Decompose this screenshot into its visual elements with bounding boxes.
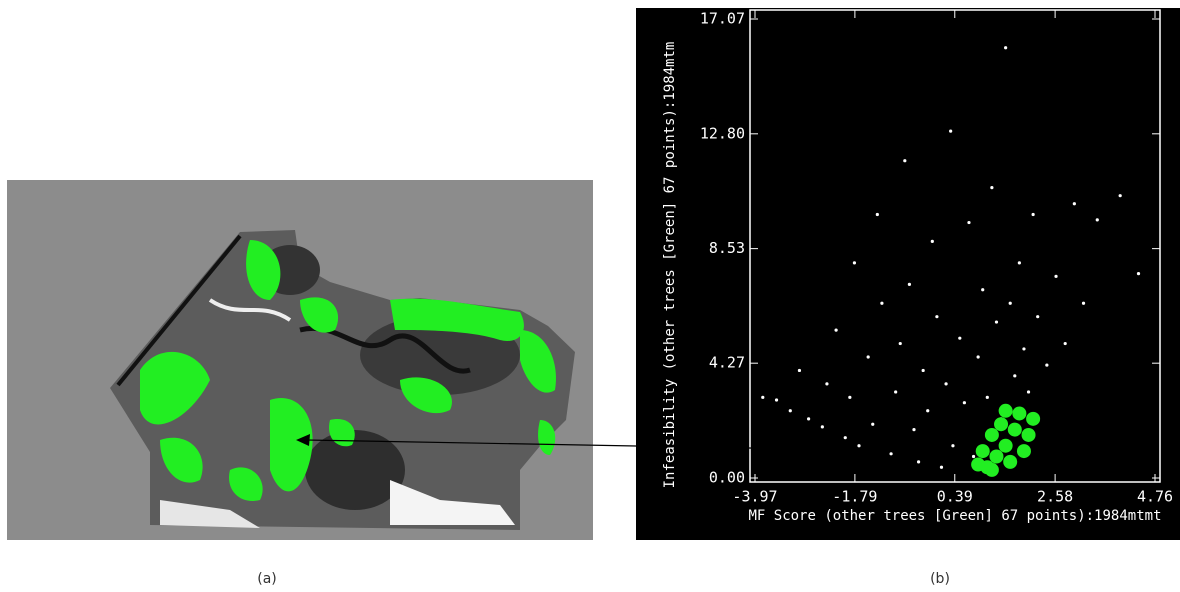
point (976, 444, 990, 458)
point (985, 463, 999, 477)
x-tick-label: -3.97 (732, 488, 777, 506)
point (844, 436, 847, 439)
point (1012, 406, 1026, 420)
caption: (a) (257, 571, 277, 587)
point (935, 315, 938, 318)
point (807, 417, 810, 420)
point (981, 288, 984, 291)
point (944, 382, 947, 385)
point (999, 404, 1013, 418)
y-tick-label: 0.00 (709, 469, 745, 487)
point (963, 401, 966, 404)
point (949, 130, 952, 133)
point (894, 390, 897, 393)
point (1082, 302, 1085, 305)
point (940, 466, 943, 469)
point (1064, 342, 1067, 345)
point (1073, 202, 1076, 205)
point (1137, 272, 1140, 275)
point (1022, 347, 1025, 350)
point (1096, 218, 1099, 221)
point (1008, 423, 1022, 437)
point (1022, 428, 1036, 442)
point (1027, 390, 1030, 393)
point (1119, 194, 1122, 197)
plot-background (636, 8, 1180, 540)
point (977, 355, 980, 358)
point (871, 423, 874, 426)
point (867, 355, 870, 358)
point (761, 396, 764, 399)
caption: (b) (930, 571, 950, 587)
point (986, 396, 989, 399)
y-tick-label: 17.07 (700, 10, 745, 28)
point (1032, 213, 1035, 216)
point (912, 428, 915, 431)
x-tick-label: -1.79 (832, 488, 877, 506)
x-tick-label: 4.76 (1137, 488, 1173, 506)
point (922, 369, 925, 372)
point (917, 460, 920, 463)
point (972, 455, 975, 458)
point (1004, 46, 1007, 49)
y-axis-label: Infeasibility (other trees [Green] 67 po… (662, 42, 678, 489)
point (999, 439, 1013, 453)
point (1036, 315, 1039, 318)
point (931, 240, 934, 243)
point (857, 444, 860, 447)
y-tick-label: 12.80 (700, 124, 745, 142)
point (825, 382, 828, 385)
point (1045, 363, 1048, 366)
point (899, 342, 902, 345)
point (876, 213, 879, 216)
figure: (a) 0.00 4.27 8.53 12.80 17.07 -3.97 -1.79 0.39… (0, 0, 1180, 592)
point (990, 186, 993, 189)
point (967, 221, 970, 224)
point (789, 409, 792, 412)
point (889, 452, 892, 455)
point (834, 329, 837, 332)
point (821, 425, 824, 428)
point (798, 369, 801, 372)
figure-canvas: (a) 0.00 4.27 8.53 12.80 17.07 -3.97 -1.79 0.39… (0, 0, 1180, 592)
point (853, 261, 856, 264)
point (880, 302, 883, 305)
point (926, 409, 929, 412)
point (958, 337, 961, 340)
point (995, 320, 998, 323)
point (1003, 455, 1017, 469)
point (951, 444, 954, 447)
point (1018, 261, 1021, 264)
y-tick-label: 8.53 (709, 239, 745, 257)
classified-image (7, 180, 593, 540)
y-tick-label: 4.27 (709, 354, 745, 372)
point (775, 398, 778, 401)
x-tick-label: 2.58 (1037, 488, 1073, 506)
x-tick-label: 0.39 (937, 488, 973, 506)
point (1017, 444, 1031, 458)
point (985, 428, 999, 442)
point (1013, 374, 1016, 377)
point (903, 159, 906, 162)
point (908, 283, 911, 286)
point (848, 396, 851, 399)
point (989, 449, 1003, 463)
point (994, 417, 1008, 431)
point (1009, 302, 1012, 305)
x-axis-label: MF Score (other trees [Green] 67 points)… (748, 508, 1161, 524)
point (1026, 412, 1040, 426)
point (1054, 275, 1057, 278)
